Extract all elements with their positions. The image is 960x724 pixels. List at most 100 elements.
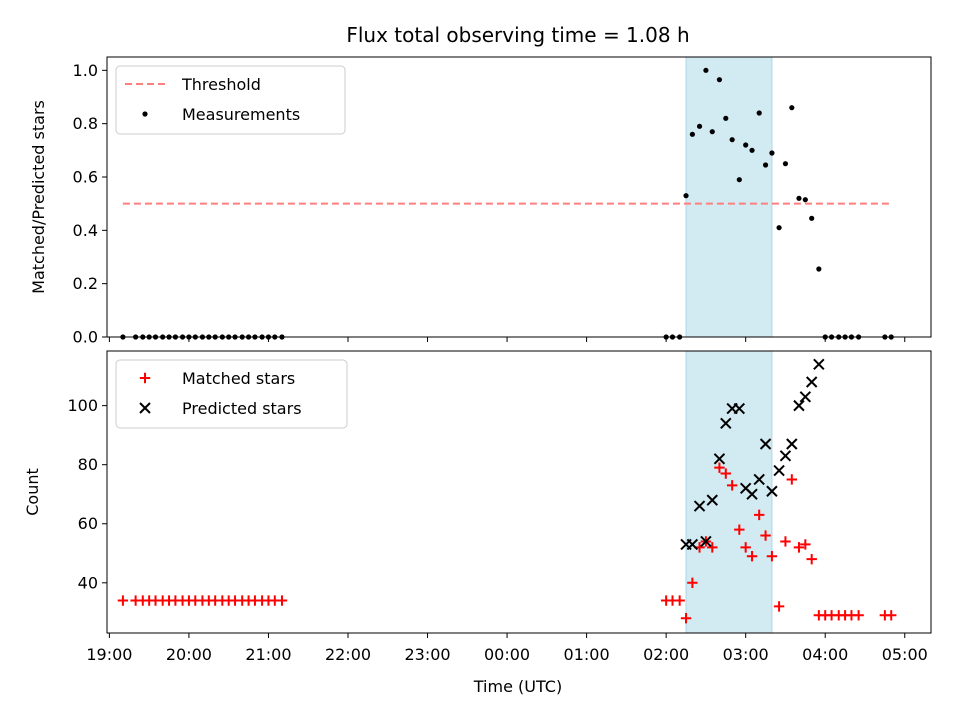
bottom-series-0-point-41	[773, 601, 785, 612]
bottom-series-0-point-46	[806, 553, 817, 565]
top-y-tick-label-3: 0.6	[73, 168, 98, 187]
top-series-0-point-41	[776, 225, 782, 231]
bottom-series-0-point-55	[886, 610, 897, 621]
x-tick-label-1: 20:00	[166, 645, 212, 664]
bottom-y-tick-label-0: 40	[78, 573, 98, 592]
top-y-axis-label: Matched/Predicted stars	[29, 100, 48, 294]
top-axes-frame	[106, 56, 932, 338]
x-tick-label-4: 23:00	[404, 645, 450, 664]
x-tick-label-6: 01:00	[564, 645, 610, 664]
bottom-series-0-point-32	[714, 462, 725, 473]
bottom-axes-frame	[106, 350, 932, 634]
bottom-series-1-point-19	[805, 376, 818, 388]
top-panel: 0.0 0.2 0.4 0.6 0.8 1.0 Threshold Measurements	[73, 56, 932, 347]
bottom-series-0-point-34	[726, 480, 738, 491]
bottom-series-0-point-36	[740, 542, 751, 553]
bottom-legend-label-0: Matched stars	[182, 369, 295, 388]
bottom-series-0-point-42	[780, 536, 791, 547]
top-y-tick-label-2: 0.4	[73, 221, 98, 240]
bottom-series-1-point-8	[733, 402, 746, 415]
top-series-0-point-40	[769, 150, 775, 156]
top-series-0-point-46	[809, 215, 815, 221]
top-series-0-point-28	[689, 131, 695, 137]
x-tick-label-2: 21:00	[245, 645, 291, 664]
bottom-series-0-point-27	[680, 613, 692, 624]
top-series-0-point-39	[762, 162, 769, 168]
bottom-y-tick-label-1: 60	[78, 514, 98, 533]
bottom-panel: 40 60 80 100 19:00 20:00 21:00 22:00 23:00 00:00 0…	[67, 350, 932, 664]
top-series-0-point-32	[716, 77, 723, 83]
top-series-0-point-36	[743, 142, 749, 148]
top-series-0-point-38	[756, 110, 762, 116]
bottom-y-axis-label: Count	[23, 468, 42, 516]
top-y-tick-label-5: 1.0	[73, 61, 98, 80]
top-series-0-point-37	[749, 147, 755, 153]
bottom-shaded-span	[685, 350, 773, 634]
x-tick-label-10: 05:00	[882, 645, 928, 664]
top-legend-swatch-1	[142, 111, 148, 117]
bottom-series-1-point-12	[759, 438, 772, 450]
bottom-series-1-point-5	[713, 453, 726, 465]
bottom-series-0-point-35	[734, 524, 745, 535]
bottom-series-1-point-1	[686, 538, 699, 551]
bottom-series-1-point-15	[779, 450, 792, 462]
bottom-series-1-point-14	[773, 464, 785, 477]
bottom-legend-label-1: Predicted stars	[182, 399, 302, 418]
top-series-0-point-34	[729, 137, 735, 143]
bottom-series-0-point-38	[754, 509, 765, 521]
top-legend-label-1: Measurements	[182, 105, 300, 124]
bottom-series-1-point-3	[700, 535, 712, 548]
bottom-y-tick-label-3: 100	[67, 396, 98, 415]
top-y-tick-label-4: 0.8	[73, 114, 98, 133]
bottom-series-0-point-40	[766, 551, 778, 562]
bottom-series-0-point-0	[117, 595, 129, 606]
top-series-0-point-42	[782, 161, 789, 167]
bottom-legend	[115, 359, 348, 429]
bottom-series-0-point-33	[720, 468, 731, 479]
bottom-series-0-point-26	[674, 595, 685, 606]
bottom-series-1-point-2	[693, 500, 706, 512]
top-series-0-point-33	[723, 115, 729, 121]
top-series-0-point-30	[703, 67, 709, 73]
bottom-series-1-point-17	[793, 399, 805, 412]
bottom-legend-swatch-0	[139, 372, 151, 384]
bottom-series-1-point-20	[813, 358, 825, 370]
x-tick-label-8: 03:00	[723, 645, 769, 664]
top-series-0-point-44	[796, 195, 802, 201]
top-y-tick-label-0: 0.0	[73, 328, 98, 347]
x-tick-label-7: 02:00	[643, 645, 689, 664]
bottom-legend-swatch-1	[139, 402, 151, 414]
bottom-series-1-point-4	[706, 494, 718, 506]
bottom-series-0-point-53	[853, 610, 864, 621]
bottom-series-0-point-37	[746, 551, 758, 562]
top-series-0-point-27	[683, 193, 689, 199]
x-tick-label-9: 04:00	[802, 645, 848, 664]
bottom-series-0-point-44	[793, 542, 805, 553]
bottom-series-1-point-11	[753, 473, 765, 486]
top-legend-label-0: Threshold	[181, 75, 261, 94]
top-legend	[115, 65, 346, 135]
top-series-0-point-29	[696, 123, 703, 129]
top-series-0-point-43	[789, 105, 795, 111]
bottom-series-0-point-23	[276, 595, 288, 606]
top-y-tick-label-1: 0.2	[73, 274, 98, 293]
bottom-series-0-point-31	[707, 542, 718, 553]
bottom-series-1-point-13	[766, 485, 778, 497]
bottom-series-0-point-45	[800, 539, 811, 550]
bottom-series-1-point-6	[720, 417, 732, 430]
bottom-series-1-point-10	[746, 488, 758, 500]
bottom-series-0-point-28	[687, 577, 698, 589]
bottom-series-1-point-18	[799, 391, 812, 403]
x-axis-label: Time (UTC)	[473, 677, 562, 696]
bottom-y-tick-label-2: 80	[78, 455, 98, 474]
bottom-series-0-point-43	[786, 474, 798, 485]
top-shaded-span	[685, 56, 773, 338]
top-series-0-point-31	[709, 129, 715, 135]
top-series-0-point-47	[816, 266, 822, 272]
bottom-series-0-point-39	[760, 530, 771, 541]
top-series-0-point-35	[736, 177, 742, 183]
chart-title: Flux total observing time = 1.08 h	[346, 23, 689, 47]
top-series-0-point-45	[802, 197, 808, 203]
x-tick-label-0: 19:00	[86, 645, 132, 664]
